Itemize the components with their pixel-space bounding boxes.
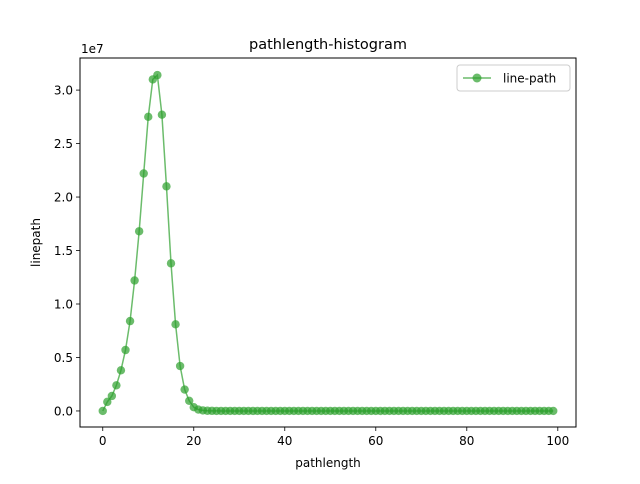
x-tick-label: 60 [368, 434, 383, 448]
data-point [121, 345, 130, 355]
y-axis-scale-label: 1e7 [81, 42, 104, 56]
y-tick-label: 2.5 [54, 137, 73, 151]
data-point [175, 361, 185, 371]
data-point [112, 381, 121, 390]
data-point [162, 182, 171, 191]
axis-ticks: 0 20 40 60 80 100 0.0 0.5 1.0 1.5 2.0 2.5 3.0 [54, 84, 569, 448]
data-point [549, 406, 558, 416]
data-point [125, 316, 135, 326]
data-point [107, 391, 117, 401]
y-tick-label: 1.5 [54, 244, 73, 258]
x-tick-label: 20 [186, 434, 201, 448]
y-tick-label: 2.0 [54, 191, 73, 205]
y-tick-label: 0.5 [54, 351, 73, 365]
data-point [153, 70, 162, 80]
data-point [185, 396, 194, 405]
x-tick-label: 80 [459, 434, 474, 448]
data-point [157, 110, 167, 119]
data-point [103, 397, 112, 407]
legend-box [456, 64, 571, 92]
axes-frame [79, 57, 577, 428]
data-point [134, 227, 144, 236]
data-point [171, 320, 180, 329]
y-tick-label: 1.0 [54, 298, 73, 312]
legend-marker-swatch [472, 73, 482, 83]
data-point [130, 276, 139, 285]
legend: line-path [456, 64, 571, 92]
data-point [166, 259, 176, 268]
y-tick-label: 0.0 [54, 404, 73, 418]
data-point [144, 112, 153, 122]
y-tick-label: 3.0 [54, 84, 73, 98]
x-tick-label: 40 [277, 434, 292, 448]
data-point [139, 169, 148, 178]
legend-entry-label: line-path [503, 72, 556, 86]
plot-area [98, 70, 558, 416]
data-point [116, 366, 126, 375]
data-point [98, 406, 107, 416]
x-tick-label: 0 [99, 434, 107, 448]
x-axis-label: pathlength [295, 456, 361, 470]
chart-title: pathlength-histogram [249, 37, 407, 53]
x-tick-label: 100 [546, 434, 569, 448]
data-point [180, 385, 189, 394]
y-axis-label: linepath [29, 218, 43, 267]
